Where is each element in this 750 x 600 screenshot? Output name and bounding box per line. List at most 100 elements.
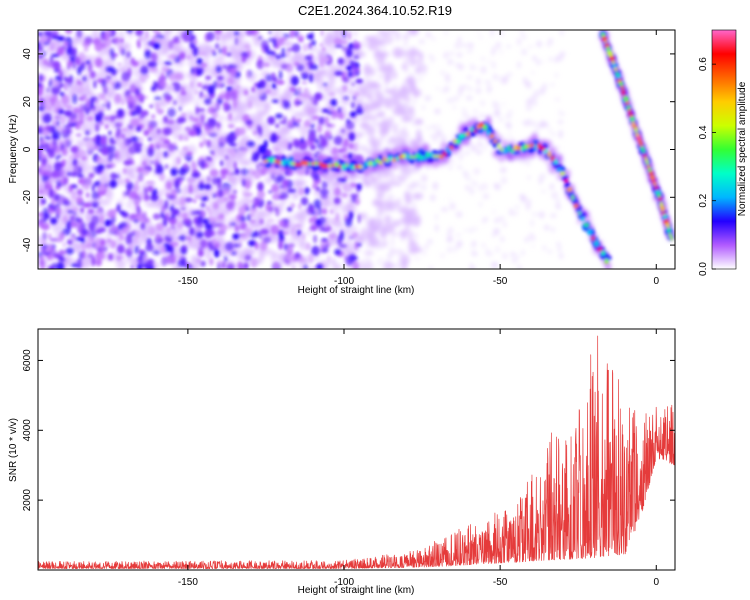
heatmap-cell bbox=[315, 151, 321, 155]
heatmap-cell bbox=[364, 250, 374, 256]
heatmap-cell bbox=[55, 162, 64, 167]
heatmap-cell bbox=[77, 174, 84, 178]
heatmap-cell bbox=[188, 129, 197, 137]
heatmap-cell bbox=[116, 244, 125, 254]
heatmap-cell bbox=[380, 124, 384, 128]
heatmap-cell bbox=[172, 126, 181, 131]
heatmap-cell bbox=[198, 247, 204, 251]
heatmap-cell bbox=[500, 176, 508, 185]
heatmap-cell bbox=[360, 50, 364, 54]
heatmap-cell bbox=[345, 217, 353, 227]
heatmap-cell bbox=[78, 118, 84, 125]
heatmap-cell bbox=[392, 158, 396, 162]
heatmap-cell bbox=[448, 198, 452, 201]
heatmap-cell bbox=[225, 242, 234, 251]
heatmap-cell bbox=[57, 108, 65, 115]
heatmap-cell bbox=[267, 116, 276, 125]
heatmap-cell bbox=[242, 178, 246, 187]
heatmap-cell bbox=[591, 235, 595, 241]
heatmap-cell bbox=[82, 169, 89, 175]
heatmap-cell bbox=[333, 136, 343, 145]
heatmap-cell bbox=[92, 203, 98, 209]
heatmap-cell bbox=[215, 80, 222, 88]
heatmap-cell bbox=[266, 218, 275, 223]
heatmap-cell bbox=[44, 183, 48, 190]
heatmap-cell bbox=[267, 158, 272, 162]
heatmap-cell bbox=[155, 58, 163, 65]
heatmap-cell bbox=[180, 91, 187, 96]
heatmap-cell bbox=[125, 51, 132, 59]
heatmap-cell bbox=[228, 112, 233, 121]
heatmap-cell bbox=[370, 34, 381, 43]
heatmap-cell bbox=[526, 106, 533, 111]
heatmap-cell bbox=[208, 190, 215, 198]
heatmap-cell bbox=[46, 124, 51, 132]
heatmap-cell bbox=[140, 228, 148, 239]
heatmap-cell bbox=[119, 45, 123, 55]
heatmap-cell bbox=[63, 76, 68, 82]
heatmap-cell bbox=[313, 256, 319, 262]
heatmap-cell bbox=[299, 111, 307, 118]
heatmap-cell bbox=[65, 247, 74, 255]
heatmap-cell bbox=[372, 71, 376, 75]
heatmap-cell bbox=[556, 241, 561, 247]
heatmap-cell bbox=[471, 243, 476, 248]
heatmap-cell bbox=[386, 218, 394, 221]
heatmap-cell bbox=[106, 239, 112, 243]
heatmap-cell bbox=[606, 46, 610, 51]
heatmap-cell bbox=[555, 55, 560, 62]
heatmap-cell bbox=[307, 253, 314, 264]
heatmap-cell bbox=[342, 183, 350, 192]
heatmap-cell bbox=[206, 31, 215, 42]
heatmap-cell bbox=[594, 240, 599, 247]
heatmap-cell bbox=[462, 111, 469, 119]
heatmap-cell bbox=[473, 109, 478, 114]
heatmap-cell bbox=[248, 213, 255, 218]
heatmap-cell bbox=[319, 216, 326, 226]
heatmap-cell bbox=[240, 215, 246, 223]
snr-y-label: SNR (10 * v/v) bbox=[8, 418, 19, 482]
heatmap-cell bbox=[58, 179, 65, 183]
heatmap-cell bbox=[643, 154, 647, 158]
heatmap-cell bbox=[318, 120, 325, 126]
heatmap-cell bbox=[440, 134, 447, 143]
heatmap-cell bbox=[48, 233, 52, 240]
heatmap-cell bbox=[200, 159, 206, 170]
heatmap-cell bbox=[229, 180, 237, 186]
heatmap-cell bbox=[300, 160, 306, 165]
heatmap-cell bbox=[404, 139, 409, 145]
colorbar-tick-label: 0.6 bbox=[698, 57, 709, 71]
heatmap-cell bbox=[215, 43, 219, 50]
heatmap-cell bbox=[165, 181, 173, 191]
heatmap-cell bbox=[611, 60, 615, 65]
heatmap-cell bbox=[171, 236, 180, 241]
heatmap-cell bbox=[481, 219, 486, 224]
heatmap-cell bbox=[217, 230, 226, 236]
heatmap-cell bbox=[207, 208, 214, 217]
heatmap-cell bbox=[130, 265, 134, 269]
heatmap-cell bbox=[447, 59, 453, 65]
heatmap-cell bbox=[202, 94, 208, 98]
heatmap-cell bbox=[482, 243, 486, 248]
heatmap-cell bbox=[209, 127, 216, 135]
colorbar-tick-label: 0.2 bbox=[698, 193, 709, 207]
heatmap-cell bbox=[118, 30, 126, 41]
heatmap-cell bbox=[120, 38, 124, 43]
heatmap-cell bbox=[330, 257, 336, 266]
heatmap-cell bbox=[45, 112, 52, 116]
heatmap-cell bbox=[204, 123, 208, 131]
heatmap-cell bbox=[491, 262, 499, 268]
heatmap-cell bbox=[494, 218, 499, 223]
heatmap-cell bbox=[355, 183, 362, 187]
heatmap-cell bbox=[384, 83, 389, 90]
heatmap-cell bbox=[184, 264, 193, 269]
heatmap-cell bbox=[323, 83, 328, 87]
heatmap-cell bbox=[405, 225, 411, 230]
heatmap-cell bbox=[486, 129, 491, 136]
heatmap-cell bbox=[487, 86, 491, 94]
heatmap-cell bbox=[310, 224, 318, 232]
tick-label: -150 bbox=[178, 577, 198, 588]
heatmap-cell bbox=[649, 171, 654, 176]
heatmap-cell bbox=[343, 138, 349, 144]
heatmap-cell bbox=[502, 148, 508, 153]
